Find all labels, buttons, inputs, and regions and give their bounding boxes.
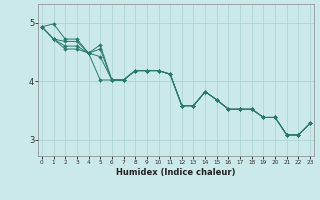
X-axis label: Humidex (Indice chaleur): Humidex (Indice chaleur) [116,168,236,177]
